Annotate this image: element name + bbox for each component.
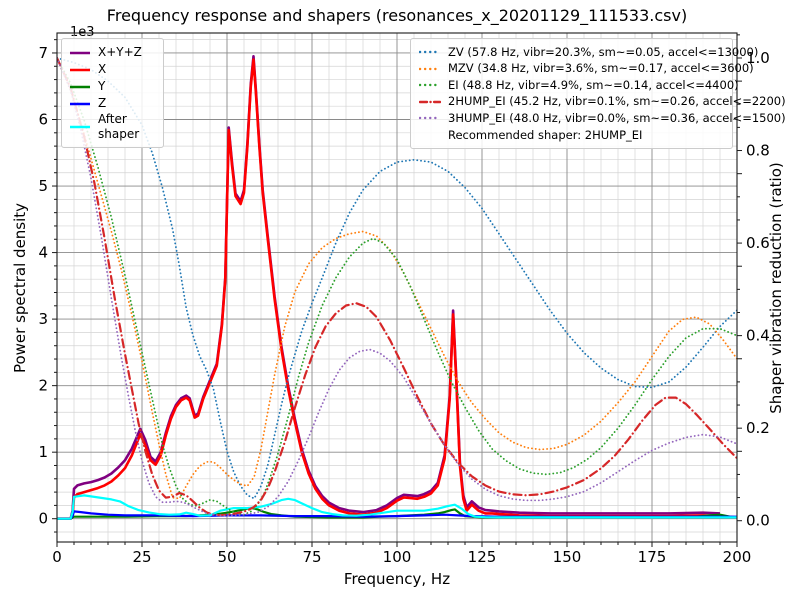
y-left-tick-label: 2 (38, 377, 48, 395)
x-tick-label: 100 (383, 548, 412, 566)
legend-label-ei: EI (48.8 Hz, vibr=4.9%, sm~=0.14, accel<… (448, 77, 739, 92)
y-left-tick-label: 7 (38, 44, 48, 62)
legend-item-zv: ZV (57.8 Hz, vibr=20.3%, sm~=0.05, accel… (419, 44, 758, 61)
y-right-tick-label: 0.8 (746, 142, 770, 160)
y-right-tick-label: 0.0 (746, 512, 770, 530)
legend-item-2hump-ei: 2HUMP_EI (45.2 Hz, vibr=0.1%, sm~=0.26, … (419, 94, 786, 111)
series-zv (57, 57, 737, 500)
legend-label-x: X (98, 62, 107, 76)
zv-legend-line (419, 51, 441, 54)
2hump-ei-legend-line (419, 100, 441, 103)
series-mzv (57, 57, 737, 500)
after-shaper-legend-line (70, 125, 90, 129)
xyz-legend-line (70, 51, 90, 54)
x-tick-label: 200 (723, 548, 752, 566)
z-legend-line (70, 102, 90, 105)
y-left-tick-label: 3 (38, 310, 48, 328)
legend-item-x: X (69, 61, 154, 78)
y-right-tick-label: 1.0 (746, 49, 770, 67)
legend-label-xyz: X+Y+Z (98, 45, 142, 59)
y-left-tick-label: 4 (38, 244, 48, 262)
y-right-tick-label: 0.6 (746, 234, 770, 252)
series-x (57, 58, 721, 520)
recommended-shaper-text: Recommended shaper: 2HUMP_EI (448, 127, 643, 142)
ei-legend-line (419, 84, 441, 87)
tick-marks (52, 34, 742, 547)
x-tick-label: 150 (553, 548, 582, 566)
y-left-tick-label: 6 (38, 110, 48, 128)
legend-label-after-shaper: After shaper (98, 112, 140, 141)
y-left-tick-label: 5 (38, 177, 48, 195)
series-group (57, 55, 737, 520)
3hump-ei-legend-line (419, 117, 441, 120)
y-left-tick-label: 1 (38, 443, 48, 461)
series-2hump-ei (57, 56, 737, 517)
x-tick-label: 175 (638, 548, 667, 566)
mzv-legend-line (419, 67, 441, 70)
legend-shapers: ZV (57.8 Hz, vibr=20.3%, sm~=0.05, accel… (410, 38, 786, 149)
legend-item-ei: EI (48.8 Hz, vibr=4.9%, sm~=0.14, accel<… (419, 77, 739, 94)
x-axis-label: Frequency, Hz (343, 570, 451, 588)
legend-item-after-shaper: After shaper (69, 112, 154, 142)
series-ei (57, 57, 737, 516)
legend-psd: X+Y+Z X Y Z After shaper (61, 38, 164, 148)
y-right-tick-label: 0.4 (746, 327, 770, 345)
legend-label-zv: ZV (57.8 Hz, vibr=20.3%, sm~=0.05, accel… (448, 44, 759, 59)
x-tick-label: 50 (217, 548, 236, 566)
legend-item-mzv: MZV (34.8 Hz, vibr=3.6%, sm~=0.17, accel… (419, 61, 754, 78)
y-right-tick-label: 0.2 (746, 419, 770, 437)
legend-label-mzv: MZV (34.8 Hz, vibr=3.6%, sm~=0.17, accel… (448, 61, 754, 76)
legend-item-z: Z (69, 95, 154, 112)
tick-labels: 0 25 50 75 100 125 150 175 200 0 1 2 3 4 5 6 7 0.0 0.2 0.4 0… (38, 44, 769, 566)
legend-label-2hump-ei: 2HUMP_EI (45.2 Hz, vibr=0.1%, sm~=0.26, … (448, 94, 786, 109)
x-tick-label: 25 (132, 548, 151, 566)
legend-item-y: Y (69, 78, 154, 95)
series-after-shaper (57, 494, 737, 520)
legend-label-3hump-ei: 3HUMP_EI (48.0 Hz, vibr=0.0%, sm~=0.36, … (448, 110, 786, 125)
x-tick-label: 125 (468, 548, 497, 566)
series-3hump-ei (57, 57, 737, 517)
legend-label-y: Y (98, 79, 106, 93)
y-axis-label-right: Shaper vibration reduction (ratio) (767, 162, 785, 414)
chart-title: Frequency response and shapers (resonanc… (106, 6, 688, 25)
y-axis-label-left: Power spectral density (11, 202, 29, 374)
x-tick-label: 75 (302, 548, 321, 566)
x-legend-line (70, 68, 90, 71)
legend-item-3hump-ei: 3HUMP_EI (48.0 Hz, vibr=0.0%, sm~=0.36, … (419, 110, 786, 127)
y-legend-line (70, 85, 90, 88)
y-left-tick-label: 0 (38, 510, 48, 528)
legend-item-xyz: X+Y+Z (69, 44, 154, 61)
x-tick-label: 0 (52, 548, 62, 566)
legend-label-z: Z (98, 96, 107, 110)
